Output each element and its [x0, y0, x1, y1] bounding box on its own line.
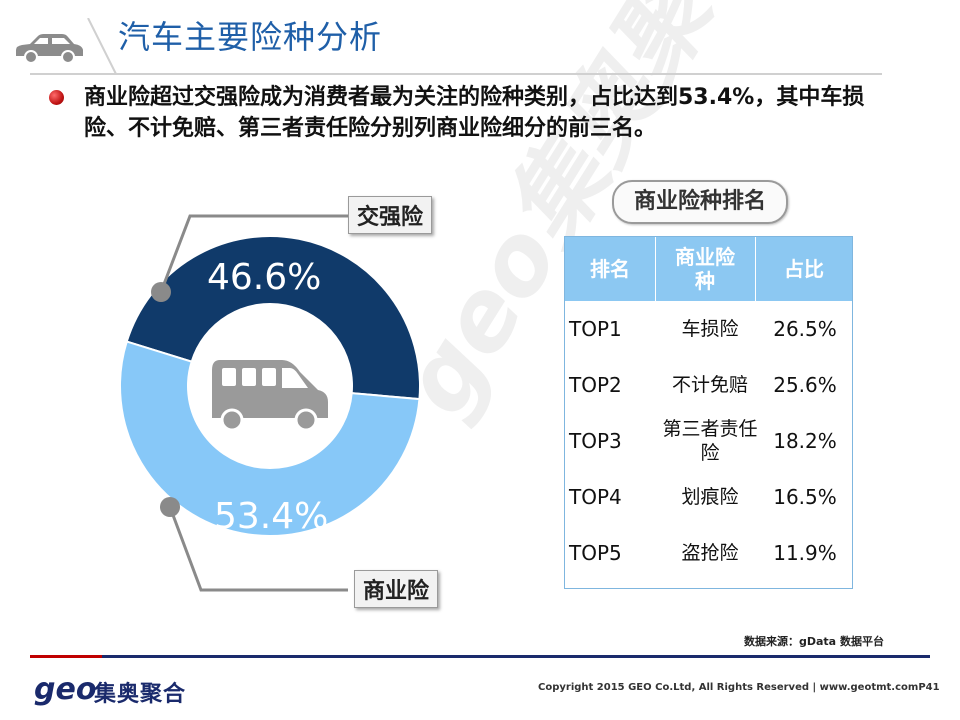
- insurance-type-cell: 车损险: [681, 318, 739, 340]
- insurance-type-cell: 划痕险: [681, 486, 739, 508]
- insurance-type-cell: 第三者责任险: [662, 418, 758, 464]
- page-title: 汽车主要险种分析: [118, 18, 383, 56]
- copyright-text: Copyright 2015 GEO Co.Ltd, All Rights Re…: [538, 682, 940, 693]
- table-row: TOP5 盗抢险 11.9%: [565, 525, 852, 581]
- summary-text: 商业险超过交强险成为消费者最为关注的险种类别，占比达到53.4%，其中车损险、不…: [84, 85, 865, 141]
- share-cell: 11.9%: [773, 541, 837, 565]
- callout-line-jiaoqiang: [159, 214, 348, 293]
- share-cell: 18.2%: [773, 429, 837, 453]
- car-icon: [16, 34, 83, 64]
- header-sep: [655, 237, 656, 301]
- footer-rule-navy: [102, 655, 930, 658]
- table-row: TOP2 不计免赔 25.6%: [565, 357, 852, 413]
- share-cell: 26.5%: [773, 317, 837, 341]
- header-rank: 排名: [590, 257, 630, 281]
- slice-label-shangye: 53.4%: [214, 496, 329, 537]
- donut-slice-1: [119, 340, 421, 537]
- share-cell: 16.5%: [773, 485, 837, 509]
- category-box-jiaoqiang: 交强险: [348, 196, 433, 234]
- van-icon: [212, 360, 328, 432]
- rank-cell: TOP2: [569, 373, 622, 397]
- footer-rule-red: [30, 655, 102, 658]
- table-row: TOP1 车损险 26.5%: [565, 301, 852, 357]
- header-type: 商业险种: [675, 245, 735, 293]
- donut-slice-0: [125, 235, 421, 401]
- slice-label-jiaoqiang: 46.6%: [207, 257, 322, 298]
- table-row: TOP4 划痕险 16.5%: [565, 469, 852, 525]
- header-divider: [87, 18, 117, 75]
- callout-line-shangye: [168, 506, 348, 592]
- logo-geo: geo: [34, 672, 97, 707]
- rank-cell: TOP3: [569, 429, 622, 453]
- ranking-table: 排名 商业险种 占比 TOP1 车损险 26.5% TOP2 不计免赔 25.6% TOP3…: [564, 236, 853, 589]
- rank-cell: TOP5: [569, 541, 622, 565]
- share-cell: 25.6%: [773, 373, 837, 397]
- ranking-header: 排名 商业险种 占比: [565, 237, 852, 301]
- header-pct: 占比: [784, 257, 824, 281]
- donut-chart: [119, 214, 421, 592]
- insurance-type-cell: 不计免赔: [671, 374, 748, 396]
- copyright: Copyright 2015 GEO Co.Ltd, All Rights Re…: [538, 682, 919, 693]
- table-row: TOP3 第三者责任险 18.2%: [565, 413, 852, 469]
- page-number: P41: [918, 682, 940, 693]
- bullet-icon: [49, 90, 64, 105]
- callout-dot-jiaoqiang: [151, 282, 171, 302]
- logo-company-name: 集奥聚合: [94, 682, 187, 707]
- data-source: 数据来源：gData 数据平台: [744, 635, 884, 648]
- insurance-type-cell: 盗抢险: [681, 542, 739, 564]
- header-sep: [755, 237, 756, 301]
- ranking-title: 商业险种排名: [612, 180, 788, 224]
- rank-cell: TOP4: [569, 485, 622, 509]
- category-box-shangye: 商业险: [354, 570, 439, 608]
- callout-dot-shangye: [160, 497, 180, 517]
- rank-cell: TOP1: [569, 317, 622, 341]
- header-rule: [30, 73, 882, 75]
